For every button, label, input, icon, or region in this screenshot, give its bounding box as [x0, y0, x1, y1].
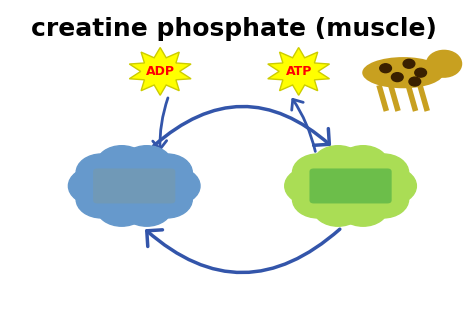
- FancyArrowPatch shape: [292, 99, 315, 152]
- Text: ATP: ATP: [285, 65, 312, 78]
- FancyArrowPatch shape: [147, 229, 340, 273]
- FancyBboxPatch shape: [93, 169, 175, 204]
- Circle shape: [121, 146, 172, 183]
- Circle shape: [142, 154, 192, 191]
- Circle shape: [292, 181, 343, 218]
- Circle shape: [121, 189, 172, 226]
- Polygon shape: [268, 48, 329, 95]
- FancyBboxPatch shape: [310, 169, 392, 204]
- Circle shape: [68, 167, 119, 204]
- Circle shape: [319, 163, 382, 209]
- Circle shape: [338, 189, 388, 226]
- Circle shape: [313, 189, 364, 226]
- Circle shape: [149, 167, 200, 204]
- Circle shape: [142, 181, 192, 218]
- Circle shape: [313, 146, 364, 183]
- Text: creatine phosphate (muscle): creatine phosphate (muscle): [31, 17, 437, 41]
- Circle shape: [338, 146, 388, 183]
- Polygon shape: [129, 48, 191, 95]
- Circle shape: [76, 181, 127, 218]
- FancyArrowPatch shape: [154, 107, 329, 146]
- Circle shape: [103, 163, 165, 209]
- Circle shape: [96, 146, 147, 183]
- Circle shape: [285, 167, 336, 204]
- Circle shape: [358, 154, 409, 191]
- Circle shape: [358, 181, 409, 218]
- Circle shape: [76, 154, 127, 191]
- Circle shape: [292, 154, 343, 191]
- Circle shape: [366, 167, 416, 204]
- Text: ADP: ADP: [146, 65, 175, 78]
- FancyArrowPatch shape: [153, 98, 168, 149]
- Circle shape: [96, 189, 147, 226]
